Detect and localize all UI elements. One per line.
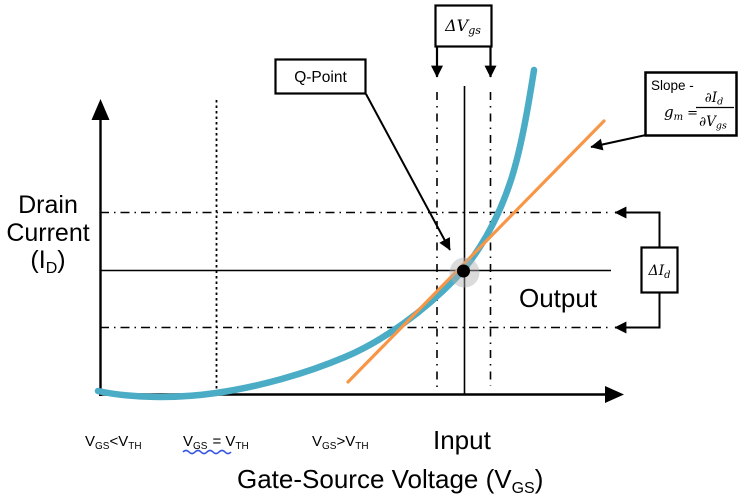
region-label-threshold: VGS = VTH: [183, 433, 249, 452]
delta-vgs-label: ΔVgs: [444, 16, 481, 37]
region-label-conduction: VGS>VTH: [312, 433, 369, 452]
x-axis-arrowhead-icon: [605, 386, 624, 403]
output-label: Output: [519, 283, 598, 313]
y-axis-arrowhead-icon: [91, 99, 110, 120]
tangent-line: [346, 119, 606, 384]
y-axis-title-line2: Current: [6, 219, 89, 247]
region-label-cutoff: VGS<VTH: [85, 433, 142, 452]
transfer-curve: [94, 66, 538, 401]
x-axis-title: Gate-Source Voltage (VGS): [237, 464, 543, 497]
qpoint-dot: [457, 264, 470, 278]
delta-id-box: [640, 246, 679, 294]
slope-box: [644, 71, 738, 137]
delta-id-bottom-arrow: [614, 293, 661, 334]
slope-label-line1: Slope -: [651, 78, 694, 93]
y-axis-title-line3: (ID): [30, 246, 65, 277]
slope-leader-arrow: [590, 134, 647, 151]
delta-vgs-box: [434, 4, 493, 48]
input-label: Input: [433, 425, 492, 455]
qpoint-leader-arrow: [365, 93, 451, 251]
delta-id-label: ΔId: [647, 263, 670, 281]
qpoint-callout-box: [274, 58, 367, 95]
y-axis-title-line1: Drain: [18, 191, 78, 219]
qpoint-callout-label: Q-Point: [294, 69, 347, 86]
slope-gm-label: gm =: [664, 103, 698, 123]
delta-id-top-arrow: [614, 206, 661, 247]
slope-fraction-denominator: ∂Vgs: [699, 114, 727, 132]
spellcheck-squiggle-underline: [182, 449, 232, 455]
slope-fraction-numerator: ∂Id: [705, 90, 723, 108]
